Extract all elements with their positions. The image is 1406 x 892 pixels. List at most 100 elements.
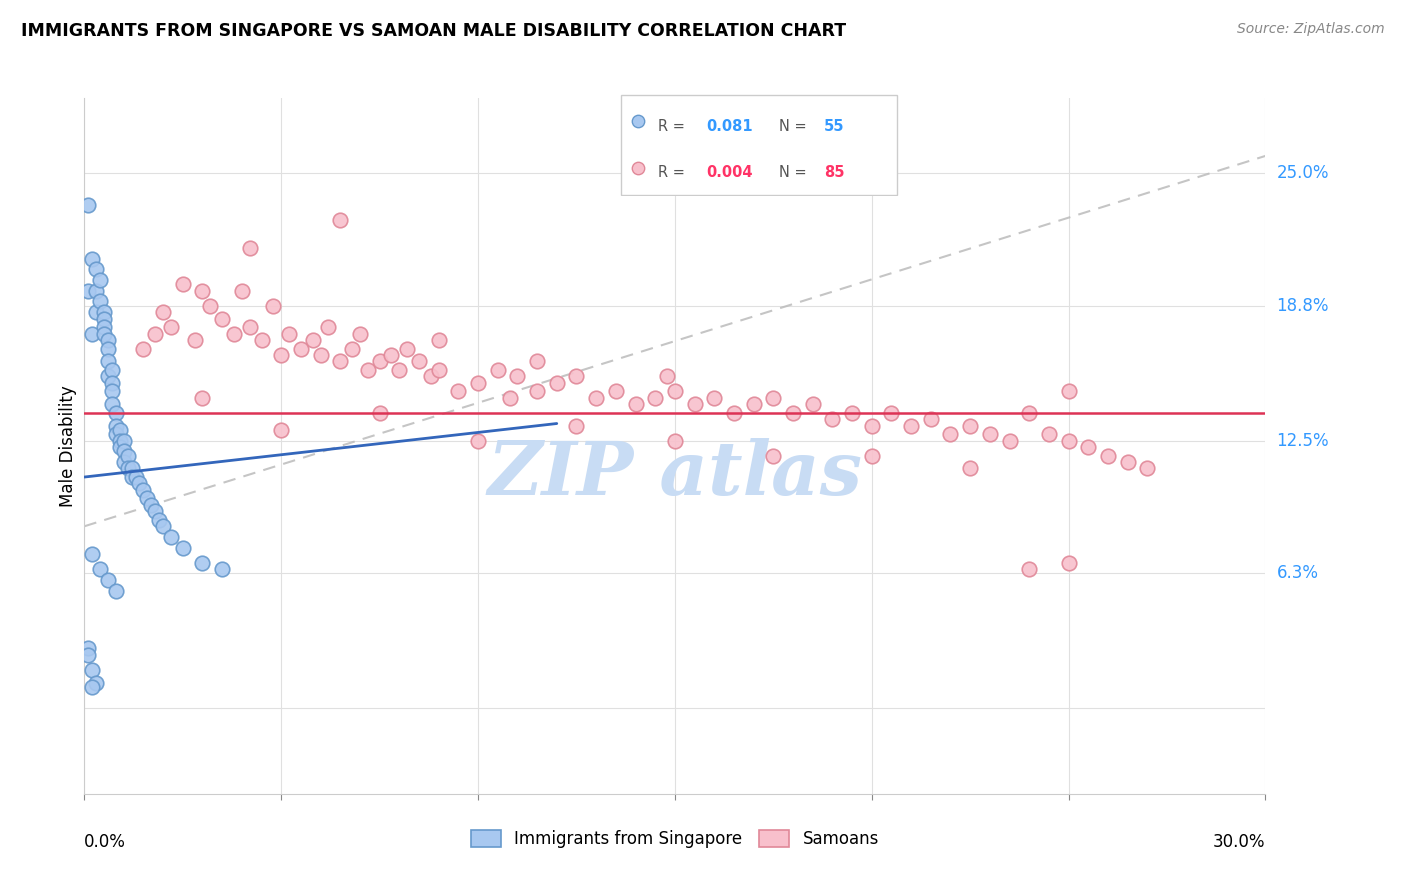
- Point: [183, 333, 205, 347]
- Point: [486, 363, 509, 377]
- Point: [627, 161, 650, 175]
- Point: [860, 449, 883, 463]
- Point: [84, 305, 107, 319]
- Text: 25.0%: 25.0%: [1277, 164, 1329, 182]
- Point: [128, 476, 150, 491]
- Text: 0.081: 0.081: [706, 119, 752, 134]
- Point: [309, 348, 332, 362]
- Point: [329, 354, 352, 368]
- Point: [368, 406, 391, 420]
- Point: [467, 434, 489, 448]
- Point: [121, 470, 143, 484]
- Point: [860, 418, 883, 433]
- Point: [89, 562, 111, 576]
- Point: [148, 513, 170, 527]
- Point: [172, 277, 194, 292]
- Text: 6.3%: 6.3%: [1277, 565, 1319, 582]
- Point: [565, 369, 588, 384]
- Point: [419, 369, 441, 384]
- Point: [644, 391, 666, 405]
- Point: [408, 354, 430, 368]
- Point: [97, 573, 120, 587]
- Point: [683, 397, 706, 411]
- Point: [427, 333, 450, 347]
- Point: [112, 444, 135, 458]
- Point: [101, 384, 124, 399]
- Point: [77, 198, 100, 212]
- Point: [841, 406, 863, 420]
- Point: [920, 412, 942, 426]
- Point: [900, 418, 922, 433]
- Point: [124, 470, 146, 484]
- FancyBboxPatch shape: [621, 95, 897, 195]
- Point: [84, 675, 107, 690]
- Point: [104, 427, 127, 442]
- Point: [250, 333, 273, 347]
- Text: N =: N =: [779, 119, 811, 134]
- Point: [1018, 562, 1040, 576]
- Point: [1136, 461, 1159, 475]
- Point: [703, 391, 725, 405]
- Point: [104, 406, 127, 420]
- Legend: Immigrants from Singapore, Samoans: Immigrants from Singapore, Samoans: [464, 823, 886, 855]
- Y-axis label: Male Disability: Male Disability: [59, 385, 77, 507]
- Point: [301, 333, 323, 347]
- Point: [664, 384, 686, 399]
- Text: ZIP atlas: ZIP atlas: [488, 438, 862, 510]
- Point: [742, 397, 765, 411]
- Point: [396, 342, 419, 356]
- Point: [585, 391, 607, 405]
- Point: [97, 342, 120, 356]
- Point: [211, 562, 233, 576]
- Point: [1018, 406, 1040, 420]
- Point: [191, 556, 214, 570]
- Point: [89, 294, 111, 309]
- Point: [191, 391, 214, 405]
- Point: [1038, 427, 1060, 442]
- Text: 18.8%: 18.8%: [1277, 297, 1329, 315]
- Point: [82, 547, 104, 561]
- Point: [762, 449, 785, 463]
- Point: [97, 333, 120, 347]
- Point: [627, 114, 650, 128]
- Point: [143, 504, 166, 518]
- Point: [200, 299, 222, 313]
- Point: [467, 376, 489, 390]
- Point: [93, 305, 115, 319]
- Point: [77, 641, 100, 656]
- Point: [77, 648, 100, 662]
- Point: [231, 284, 253, 298]
- Point: [329, 213, 352, 227]
- Point: [1097, 449, 1119, 463]
- Point: [368, 354, 391, 368]
- Point: [357, 363, 380, 377]
- Point: [211, 311, 233, 326]
- Point: [526, 384, 548, 399]
- Point: [340, 342, 363, 356]
- Point: [152, 519, 174, 533]
- Point: [262, 299, 284, 313]
- Point: [526, 354, 548, 368]
- Text: N =: N =: [779, 165, 811, 180]
- Point: [979, 427, 1001, 442]
- Point: [447, 384, 470, 399]
- Point: [136, 491, 159, 506]
- Point: [959, 418, 981, 433]
- Text: Source: ZipAtlas.com: Source: ZipAtlas.com: [1237, 22, 1385, 37]
- Point: [121, 461, 143, 475]
- Text: IMMIGRANTS FROM SINGAPORE VS SAMOAN MALE DISABILITY CORRELATION CHART: IMMIGRANTS FROM SINGAPORE VS SAMOAN MALE…: [21, 22, 846, 40]
- Point: [762, 391, 785, 405]
- Text: 30.0%: 30.0%: [1213, 833, 1265, 851]
- Point: [782, 406, 804, 420]
- Point: [117, 449, 139, 463]
- Point: [172, 541, 194, 555]
- Text: 55: 55: [824, 119, 845, 134]
- Point: [143, 326, 166, 341]
- Point: [112, 455, 135, 469]
- Point: [82, 663, 104, 677]
- Point: [498, 391, 520, 405]
- Point: [1116, 455, 1139, 469]
- Text: R =: R =: [658, 165, 689, 180]
- Point: [152, 305, 174, 319]
- Point: [290, 342, 312, 356]
